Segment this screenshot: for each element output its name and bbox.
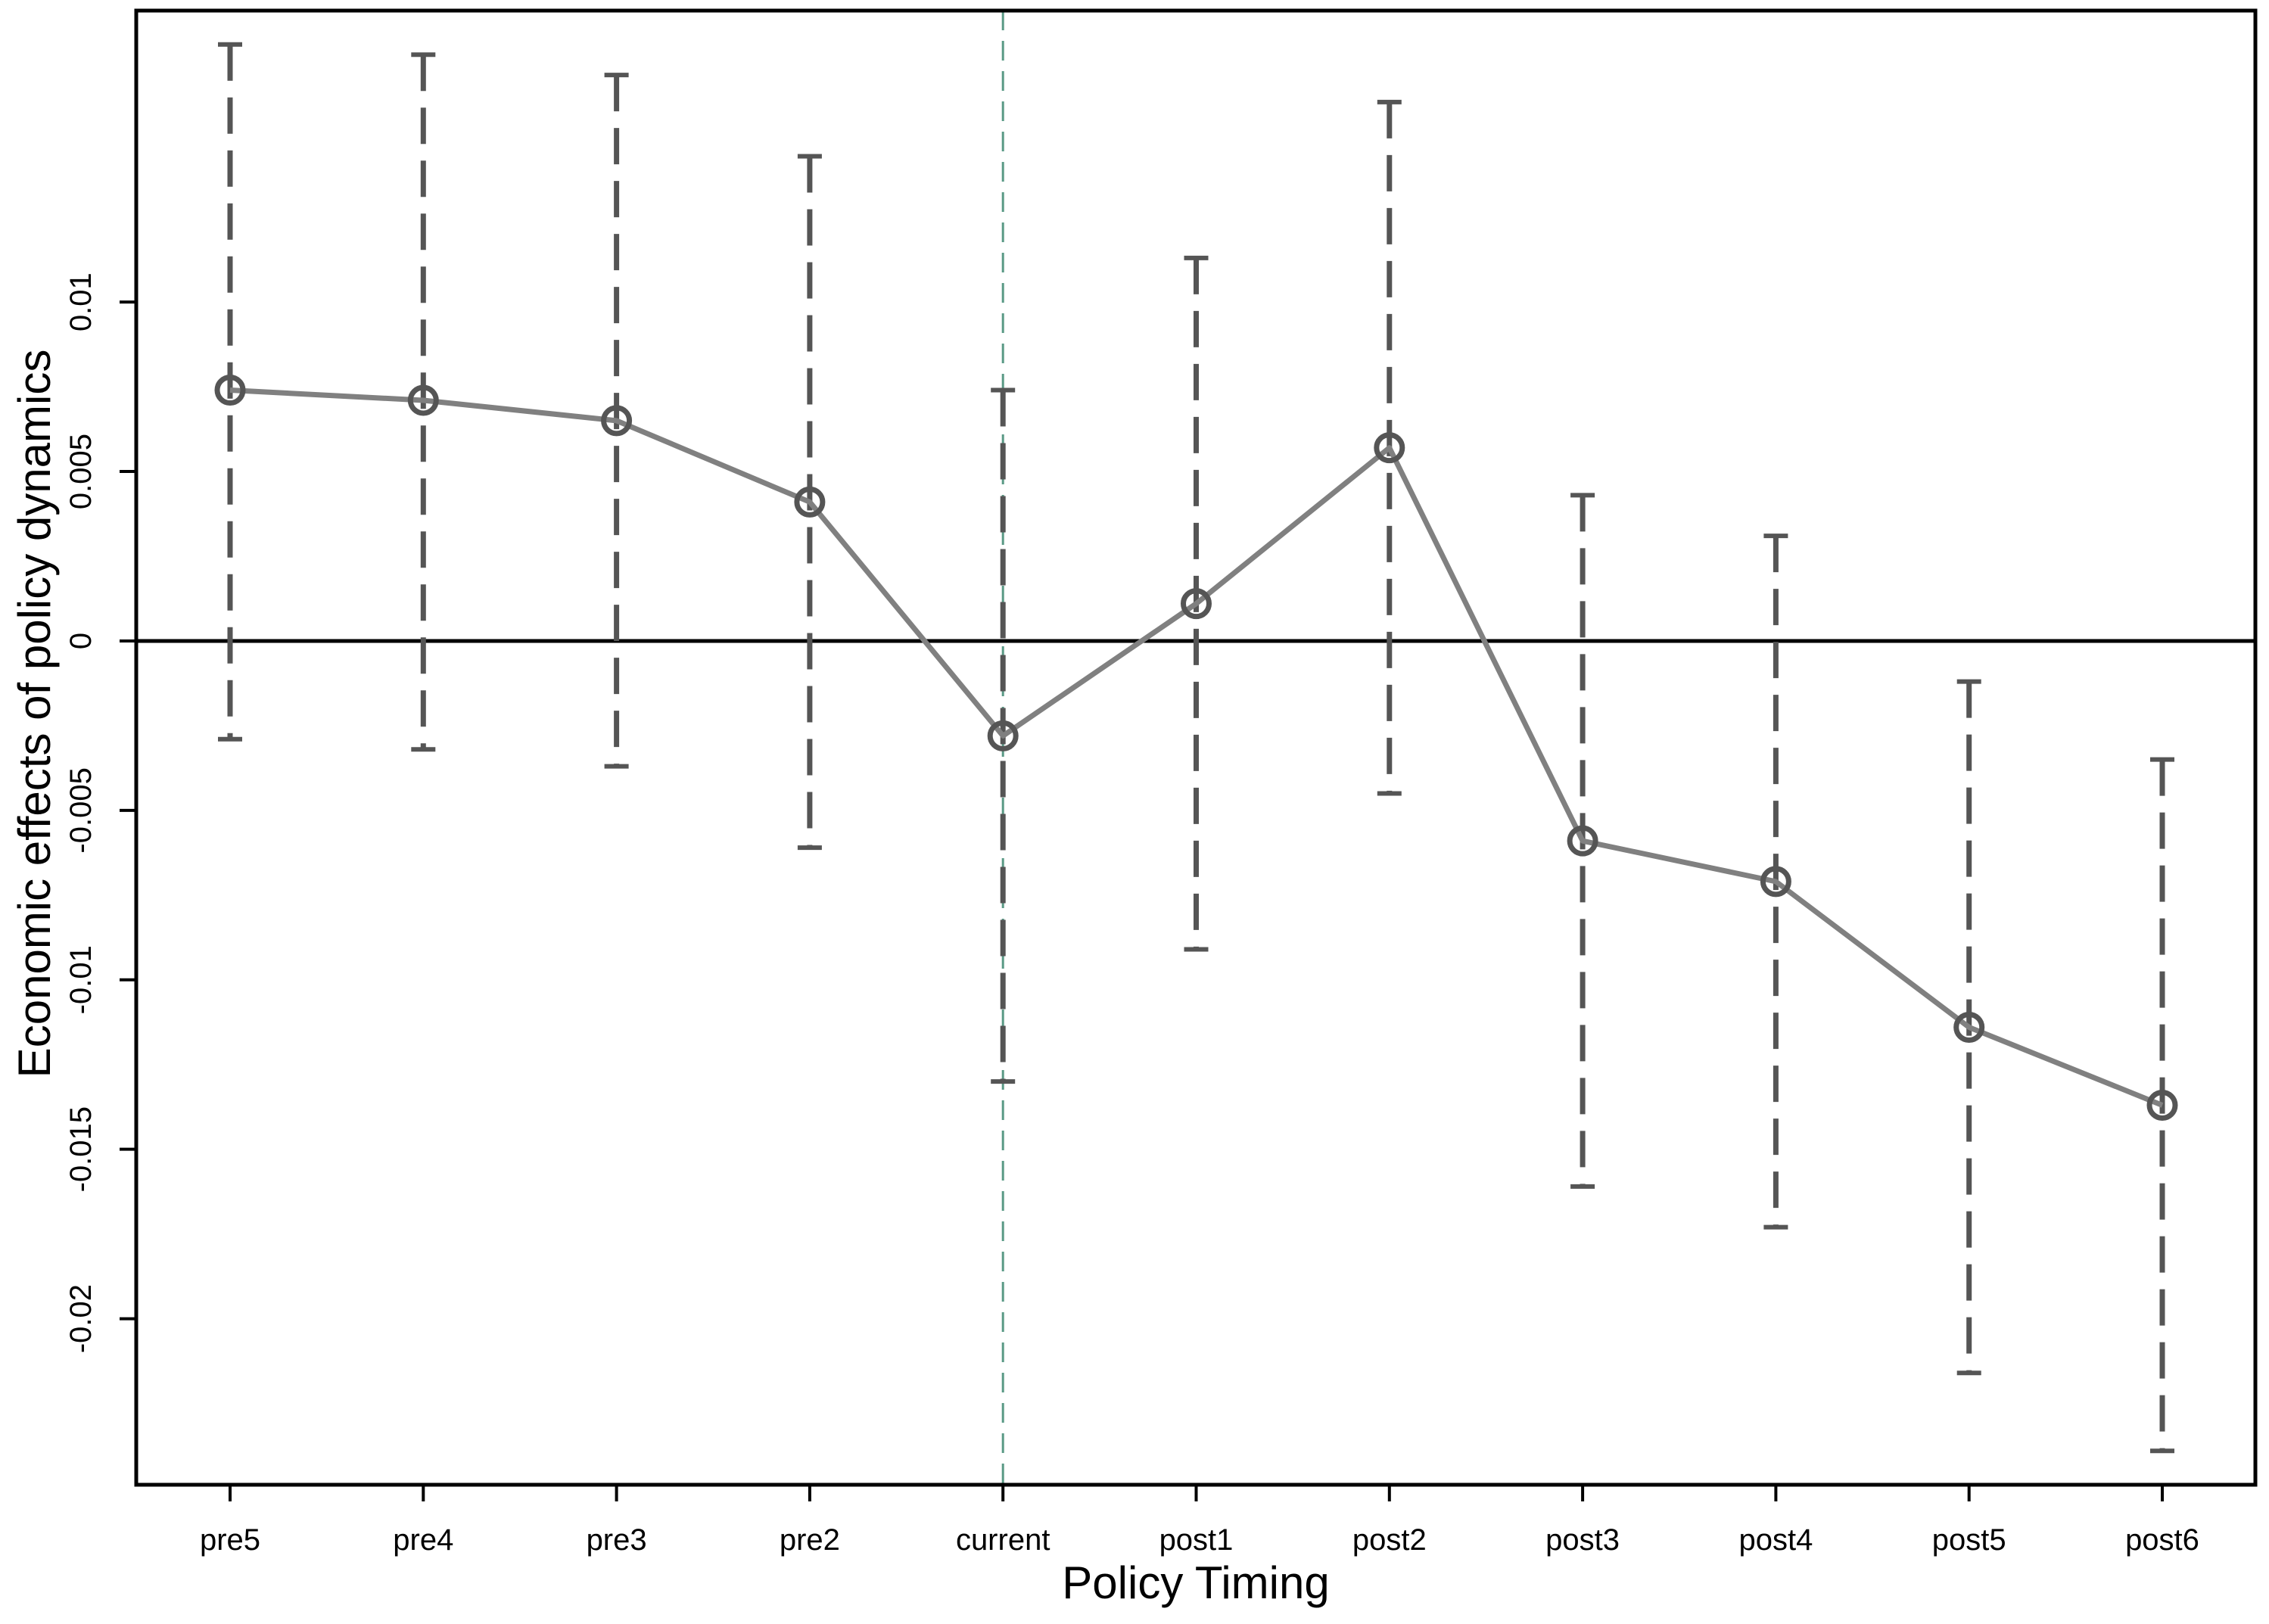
error-bar-post6 [2150,757,2174,1454]
y-tick-label: 0.01 [64,272,98,331]
data-point-post6 [2146,1089,2178,1121]
series-line-group [229,387,2164,1108]
data-point-post4 [1760,866,1791,898]
data-point-post2 [1374,432,1405,464]
data-points [214,375,2178,1121]
x-axis: pre5 pre4 pre3 pre2 current post1 post2 post3 po… [200,1485,2199,1557]
data-point-pre4 [407,384,439,416]
y-tick-label: -0.005 [64,767,98,853]
x-tick-label-post4: post4 [1738,1523,1813,1557]
y-tick-label: 0.005 [64,434,98,509]
x-tick-label-current: current [956,1523,1050,1557]
data-point-pre3 [601,405,633,437]
y-tick-label: 0 [64,633,98,649]
series-line [229,387,2164,1108]
x-tick-label-post6: post6 [2125,1523,2199,1557]
data-point-current [987,720,1019,751]
data-point-post3 [1567,825,1598,857]
y-tick-label: -0.02 [64,1284,98,1353]
x-tick-label-pre3: pre3 [587,1523,647,1557]
x-tick-label-pre4: pre4 [393,1523,453,1557]
data-point-post5 [1953,1011,1985,1043]
y-tick-label: -0.01 [64,945,98,1014]
x-tick-label-post5: post5 [1932,1523,2006,1557]
x-tick-label-post3: post3 [1545,1523,1620,1557]
x-tick-label-post1: post1 [1159,1523,1234,1557]
x-tick-label-pre2: pre2 [780,1523,840,1557]
data-point-pre2 [794,486,826,518]
x-axis-title: Policy Timing [1062,1557,1329,1608]
data-point-pre5 [214,375,246,406]
y-axis-title: Economic effects of policy dynamics [9,350,60,1078]
y-tick-label: -0.015 [64,1106,98,1192]
data-point-post1 [1181,588,1212,620]
x-tick-label-post2: post2 [1352,1523,1427,1557]
y-axis: -0.02 -0.015 -0.01 -0.005 0 0.005 0.01 [64,272,136,1353]
x-tick-label-pre5: pre5 [200,1523,260,1557]
